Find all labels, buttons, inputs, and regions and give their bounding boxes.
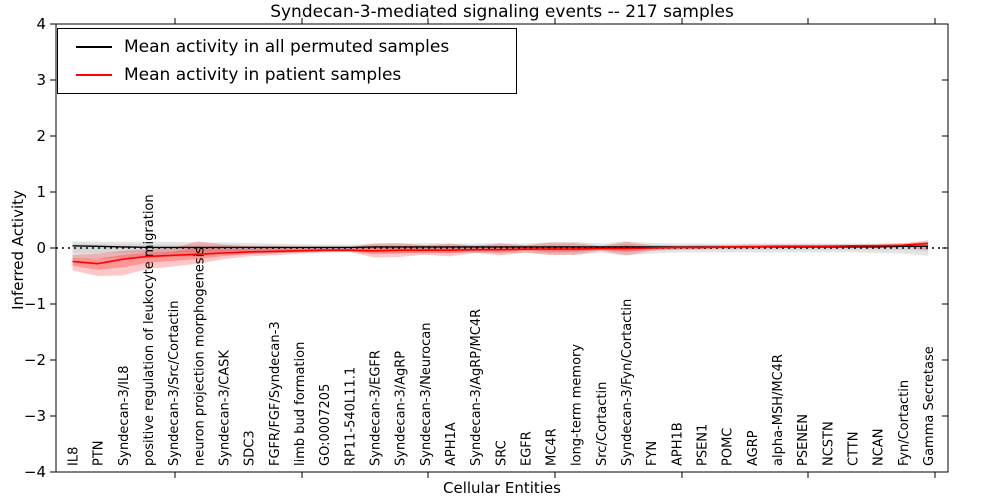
x-category-label: Fyn/Cortactin [897,380,912,466]
x-category-label: PTN [92,440,107,466]
x-ticks [174,18,936,478]
y-tick-label: −4 [24,463,46,481]
x-category-label: Syndecan-3/EGFR [368,350,383,466]
x-category-label: FGFR/FGF/Syndecan-3 [268,321,283,466]
x-category-label: GO:0007205 [318,384,333,466]
y-tick-label: 1 [36,183,46,201]
x-category-label: Syndecan-3/CASK [218,350,233,466]
y-tick-label: −3 [24,407,46,425]
x-category-label: NCSTN [821,421,836,466]
x-category-label: long-term memory [570,344,585,466]
legend-item-permuted: Mean activity in all permuted samples [76,34,516,60]
x-category-label: SDC3 [243,430,258,466]
x-category-label: NCAN [872,429,887,466]
x-category-label: RP11-540L11.1 [343,367,358,466]
x-category-label: MC4R [545,428,560,466]
x-category-label: EGFR [519,431,534,466]
x-category-label: Syndecan-3/Neurocan [419,323,434,466]
x-category-label: Src/Cortactin [595,382,610,466]
x-category-label: alpha-MSH/MC4R [771,354,786,466]
x-category-label: APH1A [444,422,459,466]
y-tick-label: 0 [36,239,46,257]
patient-mean-line [72,242,929,265]
x-category-label: PSENEN [796,414,811,466]
legend-label-patient: Mean activity in patient samples [124,65,402,85]
x-category-label: PSEN1 [696,424,711,466]
x-category-label: IL8 [67,447,82,466]
y-ticks: −4 −3 −2 −1 0 1 2 3 4 [24,15,948,481]
legend-label-permuted: Mean activity in all permuted samples [124,37,450,57]
x-category-label: POMC [721,428,736,466]
x-category-label: limb bud formation [293,342,308,466]
x-category-label: FYN [645,441,660,466]
legend: Mean activity in all permuted samples Me… [57,28,517,94]
legend-item-patient: Mean activity in patient samples [76,62,516,88]
chart-title: Syndecan-3-mediated signaling events -- … [270,2,734,22]
x-category-labels: IL8 PTN Syndecan-3/IL8 positive regulation … [67,194,938,466]
x-category-label: SRC [494,440,509,466]
x-axis-title: Cellular Entities [443,479,561,497]
x-category-label: Syndecan-3/Fyn/Cortactin [620,299,635,466]
x-category-label: AGRP [746,430,761,466]
patient-line-sample-icon [76,74,112,76]
permuted-line-sample-icon [76,46,112,48]
x-category-label: Syndecan-3/AgRP [394,351,409,466]
x-category-label: CTTN [847,432,862,466]
x-category-label: positive regulation of leukocyte migrati… [142,194,157,466]
y-tick-label: −2 [24,351,46,369]
x-category-label: Syndecan-3/AgRP/MC4R [469,309,484,466]
x-category-label: Syndecan-3/IL8 [117,366,132,466]
y-axis-title: Inferred Activity [9,190,27,310]
x-category-label: neuron projection morphogenesis [192,247,207,466]
y-tick-label: 3 [36,71,46,89]
x-category-label: Syndecan-3/Src/Cortactin [167,300,182,466]
y-tick-label: 4 [36,15,46,33]
y-tick-label: −1 [24,295,46,313]
x-category-label: APH1B [670,422,685,466]
y-tick-label: 2 [36,127,46,145]
x-category-label: Gamma Secretase [922,346,937,466]
patient-band [72,240,928,276]
